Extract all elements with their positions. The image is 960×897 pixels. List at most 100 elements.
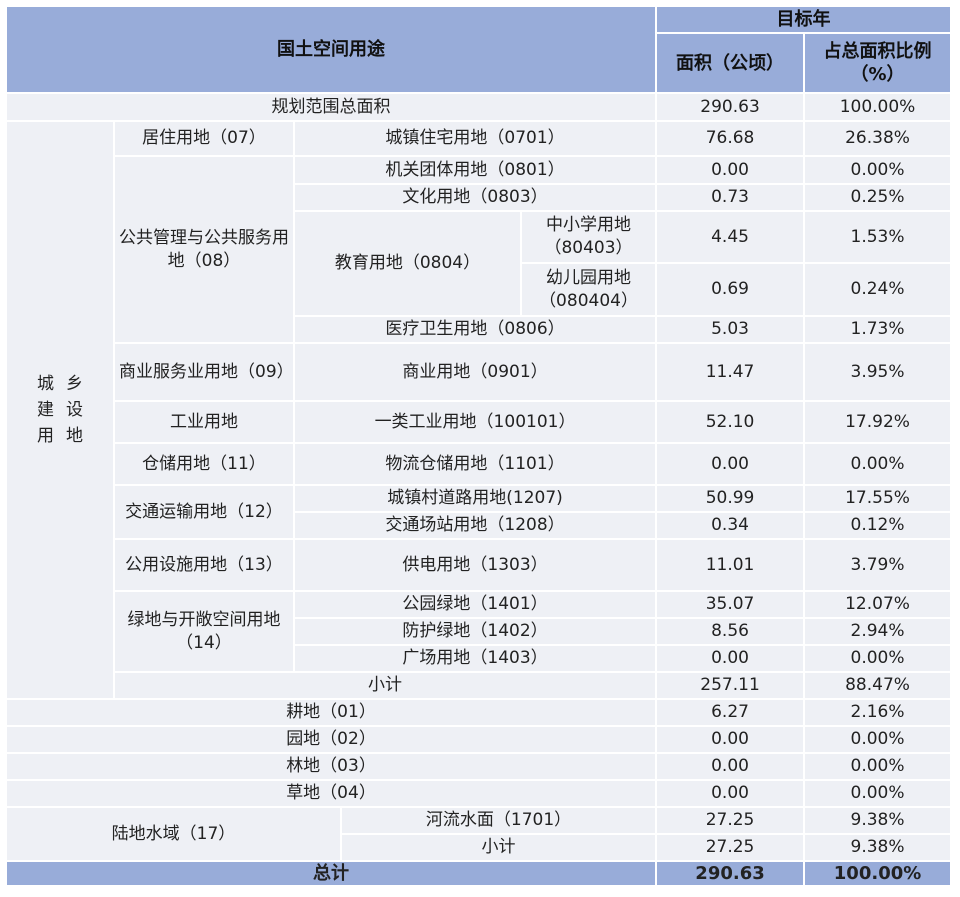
header-cell: 面积（公顷） xyxy=(655,32,806,94)
land-use-table: 国土空间用途 目标年 面积（公顷） 占总面积比例（%） 规划范围总面积 290.6… xyxy=(4,5,953,887)
cell: 0.00% xyxy=(803,725,953,754)
cell: 0.12% xyxy=(803,511,953,540)
cell: 0.00% xyxy=(803,752,953,781)
cell: 0.00% xyxy=(803,442,953,486)
cell: 17.55% xyxy=(803,484,953,513)
cell: 88.47% xyxy=(803,671,953,700)
total-row: 总计 290.63 100.00% xyxy=(4,860,953,887)
row: 小计 27.25 9.38% xyxy=(6,833,953,862)
cell: 0.00% xyxy=(803,644,953,673)
cell: 0.25% xyxy=(803,183,953,212)
cell: 中小学用地（80403） xyxy=(519,210,658,264)
cell: 规划范围总面积 xyxy=(4,92,658,122)
header-row: 面积（公顷） 占总面积比例（%） xyxy=(6,32,953,94)
cell: 防护绿地（1402） xyxy=(292,617,658,646)
cell: 商业服务业用地（09） xyxy=(113,342,295,402)
cell: 257.11 xyxy=(655,671,806,700)
cell: 290.63 xyxy=(655,860,806,887)
cell: 文化用地（0803） xyxy=(292,183,658,212)
row: 规划范围总面积 290.63 100.00% xyxy=(4,92,953,122)
cell: 17.92% xyxy=(803,400,953,444)
cell: 1.53% xyxy=(803,210,953,264)
row: 商业服务业用地（09） 商业用地（0901） 11.47 3.95% xyxy=(6,342,953,402)
row: 城乡建设用地 居住用地（07） 城镇住宅用地（0701） 76.68 26.38% xyxy=(5,120,953,700)
cell: 27.25 xyxy=(655,806,806,835)
cell: 11.01 xyxy=(655,538,806,592)
cell: 0.34 xyxy=(655,511,806,540)
row: 医疗卫生用地（0806） 5.03 1.73% xyxy=(6,315,953,344)
row: 防护绿地（1402） 8.56 2.94% xyxy=(6,617,953,646)
cell: 52.10 xyxy=(655,400,806,444)
cell: 8.56 xyxy=(655,617,806,646)
cell: 100.00% xyxy=(803,860,953,887)
cell: 9.38% xyxy=(803,833,953,862)
cell: 河流水面（1701） xyxy=(339,806,658,835)
row: 工业用地 一类工业用地（100101） 52.10 17.92% xyxy=(6,400,953,444)
row: 林地（03） 0.00 0.00% xyxy=(4,752,953,781)
cell: 草地（04） xyxy=(4,779,658,808)
cell: 50.99 xyxy=(655,484,806,513)
cell: 0.00 xyxy=(655,725,806,754)
cell: 公共管理与公共服务用地（08） xyxy=(113,155,295,344)
row: 广场用地（1403） 0.00 0.00% xyxy=(6,644,953,673)
row: 陆地水域（17） 河流水面（1701） 27.25 9.38% xyxy=(5,806,953,862)
row: 公用设施用地（13） 供电用地（1303） 11.01 3.79% xyxy=(6,538,953,592)
cell: 4.45 xyxy=(655,210,806,264)
cell: 12.07% xyxy=(803,590,953,619)
cell: 总计 xyxy=(4,860,658,887)
cell: 9.38% xyxy=(803,806,953,835)
cell: 交通场站用地（1208） xyxy=(292,511,658,540)
cell: 1.73% xyxy=(803,315,953,344)
cell: 仓储用地（11） xyxy=(113,442,295,486)
row: 仓储用地（11） 物流仓储用地（1101） 0.00 0.00% xyxy=(6,442,953,486)
cell: 居住用地（07） xyxy=(113,120,295,157)
cell: 城镇村道路用地(1207) xyxy=(292,484,658,513)
cell: 35.07 xyxy=(655,590,806,619)
cell: 2.94% xyxy=(803,617,953,646)
header-row: 国土空间用途 目标年 xyxy=(4,5,953,94)
cell: 医疗卫生用地（0806） xyxy=(292,315,658,344)
cell: 商业用地（0901） xyxy=(292,342,658,402)
row: 园地（02） 0.00 0.00% xyxy=(4,725,953,754)
row: 耕地（01） 6.27 2.16% xyxy=(4,698,953,727)
cell: 290.63 xyxy=(655,92,806,122)
cell: 小计 xyxy=(112,671,658,700)
cell: 机关团体用地（0801） xyxy=(292,155,658,185)
cell: 0.00 xyxy=(655,442,806,486)
cell: 林地（03） xyxy=(4,752,658,781)
cell: 6.27 xyxy=(655,698,806,727)
cell: 0.00% xyxy=(803,155,953,185)
row: 文化用地（0803） 0.73 0.25% xyxy=(6,183,953,212)
cell: 供电用地（1303） xyxy=(292,538,658,592)
cell: 绿地与开敞空间用地（14） xyxy=(113,590,295,673)
header-cell: 国土空间用途 xyxy=(4,5,658,94)
cell: 0.24% xyxy=(803,262,953,317)
cell: 交通运输用地（12） xyxy=(113,484,295,540)
cell: 小计 xyxy=(339,833,658,862)
row: 公共管理与公共服务用地（08） 机关团体用地（0801） 0.00 0.00% xyxy=(6,155,953,344)
cell: 100.00% xyxy=(803,92,953,122)
cell: 陆地水域（17） xyxy=(5,806,342,862)
cell: 公用设施用地（13） xyxy=(113,538,295,592)
cell: 0.00 xyxy=(655,644,806,673)
cell: 3.95% xyxy=(803,342,953,402)
cell: 城乡建设用地 xyxy=(5,120,115,700)
cell: 0.00 xyxy=(655,155,806,185)
header-cell: 占总面积比例（%） xyxy=(803,32,953,94)
cell: 教育用地（0804） xyxy=(293,210,522,317)
row: 草地（04） 0.00 0.00% xyxy=(4,779,953,808)
cell: 3.79% xyxy=(803,538,953,592)
row: 绿地与开敞空间用地（14） 公园绿地（1401） 35.07 12.07% xyxy=(6,590,953,673)
cell: 5.03 xyxy=(655,315,806,344)
cell: 0.00 xyxy=(655,752,806,781)
cell: 11.47 xyxy=(655,342,806,402)
cell: 2.16% xyxy=(803,698,953,727)
cell: 幼儿园用地（080404） xyxy=(519,262,658,317)
row: 交通场站用地（1208） 0.34 0.12% xyxy=(6,511,953,540)
cell: 耕地（01） xyxy=(4,698,658,727)
cell: 公园绿地（1401） xyxy=(292,590,658,619)
cell: 76.68 xyxy=(655,120,806,157)
cell: 0.00 xyxy=(655,779,806,808)
row: 幼儿园用地（080404） 0.69 0.24% xyxy=(6,262,953,317)
